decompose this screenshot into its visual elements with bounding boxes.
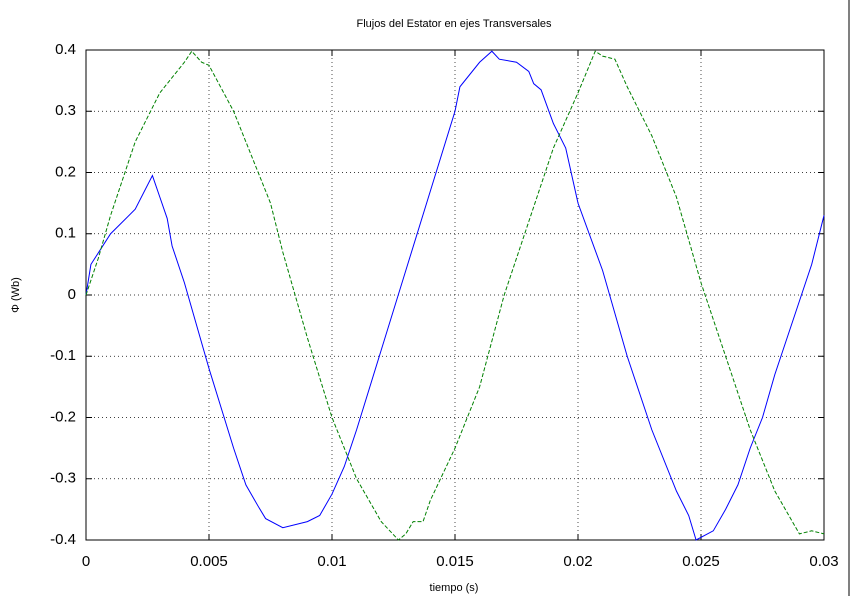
y-tick-label: 0.1 <box>55 225 76 242</box>
x-tick-label: 0.03 <box>809 553 838 570</box>
y-tick-label: -0.3 <box>50 470 76 487</box>
series-line <box>85 50 825 541</box>
y-tick-label: 0.2 <box>55 163 76 180</box>
x-tick-label: 0.025 <box>682 553 720 570</box>
series-line <box>85 50 825 541</box>
chart-title: Flujos del Estator en ejes Transversales <box>356 18 552 30</box>
x-tick-label: 0 <box>82 553 90 570</box>
y-tick-label: -0.1 <box>50 347 76 364</box>
x-tick-label: 0.005 <box>190 553 228 570</box>
y-axis-label: Φ (Wb) <box>10 277 22 313</box>
y-tick-label: 0.3 <box>55 102 76 119</box>
x-axis-label: tiempo (s) <box>430 582 479 594</box>
y-tick-label: 0.4 <box>55 41 76 58</box>
x-tick-label: 0.02 <box>563 553 592 570</box>
y-tick-label: -0.2 <box>50 408 76 425</box>
x-tick-label: 0.015 <box>436 553 474 570</box>
x-tick-label: 0.01 <box>317 553 346 570</box>
y-tick-label: -0.4 <box>50 531 76 548</box>
y-tick-label: 0 <box>68 286 76 303</box>
